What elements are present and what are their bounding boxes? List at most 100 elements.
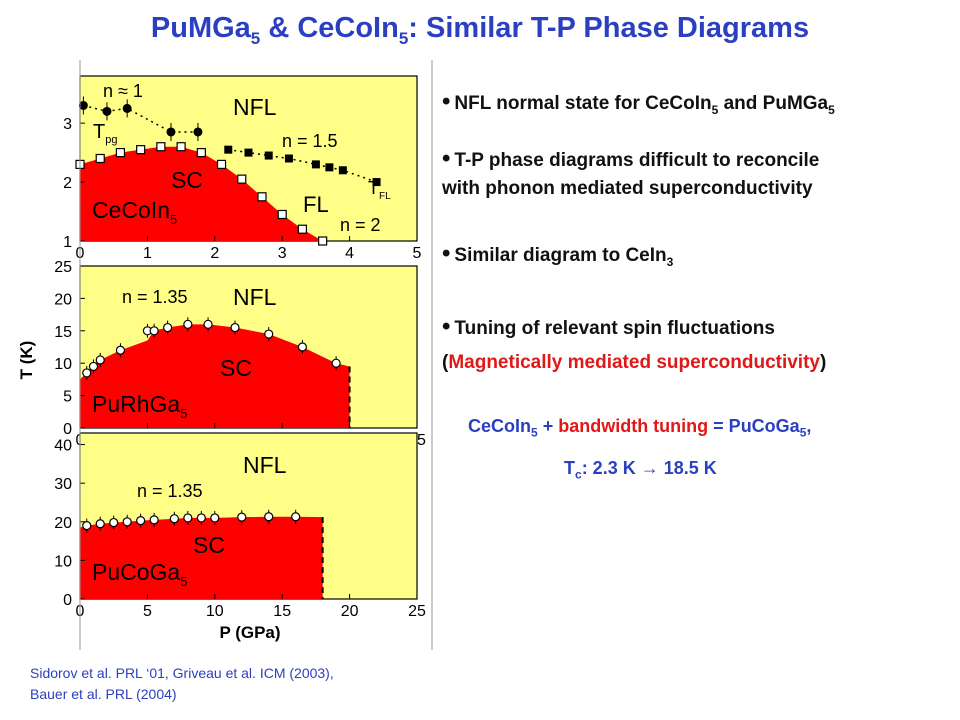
tuning-equation: CeCoIn5 + bandwidth tuning = PuCoGa5, bbox=[468, 416, 812, 440]
panel-2-ytick-label: 0 bbox=[63, 421, 72, 438]
panel-1-xtick-label: 4 bbox=[345, 245, 354, 262]
panel-2-ytick-label: 10 bbox=[54, 356, 72, 373]
panel-1-sc-point bbox=[297, 224, 308, 234]
panel-1-xtick-label: 5 bbox=[413, 245, 422, 262]
panel-2-data-point bbox=[297, 342, 308, 352]
panel-2-data-point bbox=[88, 361, 99, 372]
panel-3-data-point bbox=[95, 519, 105, 529]
panel-1-sc-point bbox=[156, 142, 166, 152]
panel-2-label-compound: PuRhGa5 bbox=[92, 391, 187, 421]
panel-3-data-point bbox=[82, 521, 92, 531]
panel-2-data-point bbox=[149, 326, 159, 336]
panel-1-tpg-point bbox=[102, 106, 112, 116]
panel-2-ytick-label: 15 bbox=[54, 324, 72, 341]
panel-3-data-point bbox=[210, 513, 220, 523]
panel-1-tpg-point bbox=[122, 103, 132, 113]
panel-1-ytick-label: 3 bbox=[63, 116, 72, 133]
panel-3-ytick-label: 40 bbox=[54, 438, 72, 455]
panel-3-data-point bbox=[122, 517, 132, 527]
panel-2-data-point bbox=[82, 368, 92, 378]
panel-3-sc-region bbox=[80, 516, 323, 599]
panel-1-tfl-point bbox=[244, 148, 253, 157]
panel-1-tfl-point bbox=[284, 154, 293, 163]
panel-3-ytick-label: 10 bbox=[54, 553, 72, 570]
bullet-spin-fluctuations: • Tuning of relevant spin fluctuations bbox=[442, 313, 775, 340]
panel-1-sc-point bbox=[115, 148, 126, 158]
panel-2-ytick-label: 5 bbox=[63, 389, 72, 406]
panel-1-label-fl: FL bbox=[303, 192, 329, 217]
panel-2-data-point bbox=[115, 345, 126, 355]
panel-2-ytick-label: 25 bbox=[54, 259, 72, 276]
panel-3-label-nfl: NFL bbox=[243, 452, 287, 478]
panel-1-tpg-line bbox=[83, 104, 198, 133]
panel-3-ytick-label: 0 bbox=[63, 592, 72, 609]
panel-3-xtick-label: 25 bbox=[408, 603, 426, 620]
panel-1-sc-point bbox=[176, 142, 186, 152]
reference-citation: Sidorov et al. PRL ‘01, Griveau et al. I… bbox=[30, 665, 334, 702]
tc-change: Tc: 2.3 K → 18.5 K bbox=[564, 458, 717, 482]
panel-1-sc-point bbox=[136, 145, 146, 155]
panel-3-label-n: n = 1.35 bbox=[137, 481, 203, 501]
panel-1-sc-point bbox=[277, 209, 287, 220]
panel-3-data-point bbox=[183, 513, 193, 523]
panel-1-sc-point bbox=[196, 148, 206, 158]
bullet-nfl: • NFL normal state for CeCoIn5 and PuMGa5 bbox=[442, 88, 835, 117]
panel-1-label-n-approx-1: n ≈ 1 bbox=[103, 81, 143, 101]
panel-1-label-compound: CeCoIn5 bbox=[92, 197, 177, 227]
panel-3-ytick-label: 30 bbox=[54, 476, 72, 493]
panel-3-data-point bbox=[237, 512, 247, 522]
panel-1-xtick-label: 3 bbox=[278, 245, 287, 262]
x-axis-label: P (GPa) bbox=[219, 623, 280, 642]
panel-1-sc-point bbox=[237, 174, 247, 184]
panel-1-tfl-point bbox=[264, 151, 273, 160]
panel-3-xtick-label: 20 bbox=[341, 603, 359, 620]
panel-1-xtick-label: 1 bbox=[143, 245, 152, 262]
panel-3-data-point bbox=[109, 517, 119, 528]
panel-1-tpg-point bbox=[78, 100, 88, 110]
panel-1-tfl-point bbox=[325, 163, 334, 172]
panel-2-data-point bbox=[183, 319, 193, 329]
panel-2-data-point bbox=[331, 358, 341, 368]
panel-1-label-sc: SC bbox=[171, 167, 203, 193]
panel-1-label-nfl: NFL bbox=[233, 94, 277, 120]
panel-1-tfl-point bbox=[338, 166, 347, 175]
panel-2-ytick-label: 20 bbox=[54, 291, 72, 308]
panel-1-ytick-label: 1 bbox=[63, 234, 72, 251]
panel-3-xtick-label: 5 bbox=[143, 603, 152, 620]
panel-3-data-point bbox=[149, 515, 159, 525]
panel-2-data-point bbox=[264, 329, 274, 339]
bullet-phase-diagrams: • T-P phase diagrams difficult to reconci… bbox=[442, 145, 820, 199]
panel-3-xtick-label: 10 bbox=[206, 603, 224, 620]
panel-1-label-n-2: n = 2 bbox=[340, 215, 381, 235]
panel-1-label-tpg: Tpg bbox=[93, 121, 117, 146]
panel-1-tfl-point bbox=[372, 178, 381, 187]
panel-1-label-n-1-5: n = 1.5 bbox=[282, 131, 338, 151]
panel-3-label-sc: SC bbox=[193, 532, 225, 558]
bullet-cein3: • Similar diagram to CeIn3 bbox=[442, 240, 674, 269]
panel-1-sc-point bbox=[95, 153, 105, 164]
panel-1-sc-region bbox=[80, 146, 323, 241]
panel-1-tpg-point bbox=[166, 127, 176, 137]
panel-1-tfl-point bbox=[311, 160, 320, 169]
panel-1-xtick-label: 2 bbox=[210, 245, 219, 262]
panel-3-data-point bbox=[291, 512, 301, 522]
panel-3-data-point bbox=[196, 513, 206, 523]
panel-1-tpg-point bbox=[193, 127, 203, 137]
panel-2-label-nfl: NFL bbox=[233, 284, 277, 310]
panel-1-sc-point bbox=[257, 192, 267, 202]
panel-2-label-n: n = 1.35 bbox=[122, 287, 188, 307]
panel-3-data-point bbox=[169, 514, 179, 524]
panel-2-data-point bbox=[203, 319, 213, 329]
panel-1-tfl-point bbox=[224, 145, 233, 154]
panel-3-data-point bbox=[136, 516, 146, 526]
panel-2-label-sc: SC bbox=[220, 355, 252, 381]
panel-1-label-tfl: TFL bbox=[368, 178, 391, 202]
panel-2-sc-region bbox=[80, 324, 350, 428]
panel-2-data-point bbox=[163, 322, 173, 333]
y-axis-label: T (K) bbox=[17, 341, 36, 380]
panel-3-xtick-label: 15 bbox=[273, 603, 291, 620]
panel-3-label-compound: PuCoGa5 bbox=[92, 559, 187, 589]
panel-3-data-point bbox=[264, 512, 274, 522]
panel-1-sc-point bbox=[318, 236, 328, 246]
